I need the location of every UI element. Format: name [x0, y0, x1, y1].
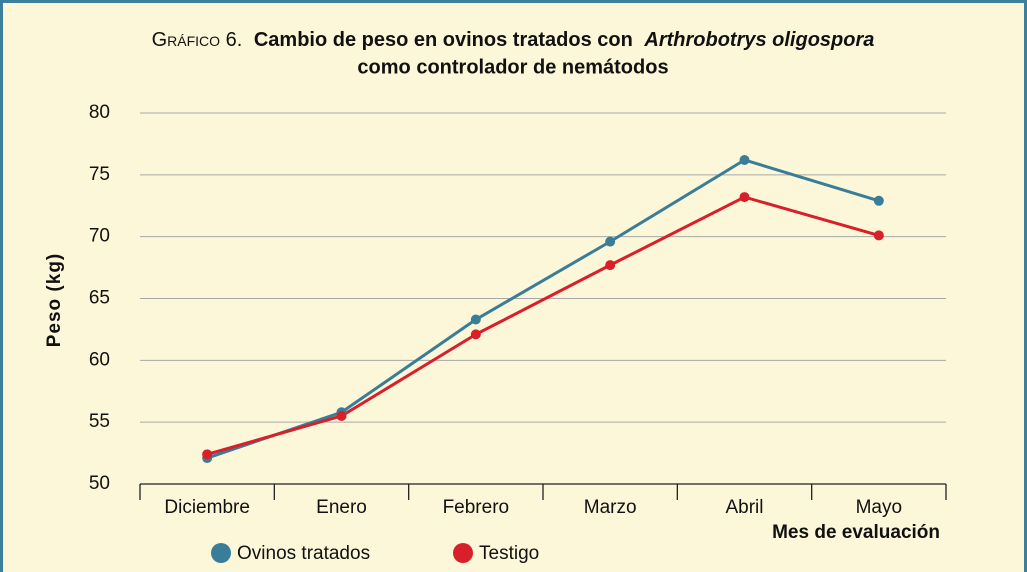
y-tick-label: 80: [89, 102, 110, 123]
y-axis-title: Peso (kg): [44, 253, 65, 348]
title-species: Arthrobotrys oligospora: [643, 29, 874, 51]
data-point: [739, 192, 750, 203]
title-part: Cambio de peso en ovinos tratados con: [254, 29, 633, 51]
y-tick-label: 55: [89, 411, 110, 432]
data-point: [605, 236, 616, 247]
data-point: [873, 230, 884, 241]
x-tick-label: Febrero: [443, 497, 510, 518]
y-tick-label: 60: [89, 349, 110, 370]
x-tick-label: Mayo: [856, 497, 902, 518]
y-tick-label: 75: [89, 164, 110, 185]
legend-marker: [453, 543, 473, 563]
data-point: [470, 329, 481, 340]
legend-label: Testigo: [479, 543, 539, 564]
series-line: [206, 158, 880, 460]
data-point: [739, 154, 750, 165]
data-point: [873, 195, 884, 206]
data-point: [470, 314, 481, 325]
legend-marker: [211, 543, 231, 563]
x-axis-title: Mes de evaluación: [772, 522, 940, 543]
y-tick-label: 50: [89, 473, 110, 494]
data-point: [605, 260, 616, 271]
chart-label: Gráfico 6.: [152, 29, 243, 51]
chart-title: Gráfico 6. Cambio de peso en ovinos trat…: [152, 29, 875, 51]
x-tick-label: Enero: [316, 497, 367, 518]
x-tick-label: Abril: [725, 497, 763, 518]
y-tick-label: 70: [89, 226, 110, 247]
y-tick-label: 65: [89, 288, 110, 309]
x-tick-label: Diciembre: [164, 497, 250, 518]
chart-title-line2: como controlador de nemátodos: [357, 56, 668, 78]
data-point: [336, 410, 347, 421]
series-line: [206, 195, 880, 456]
data-point: [202, 449, 213, 460]
legend-label: Ovinos tratados: [237, 543, 370, 564]
x-tick-label: Marzo: [584, 497, 637, 518]
